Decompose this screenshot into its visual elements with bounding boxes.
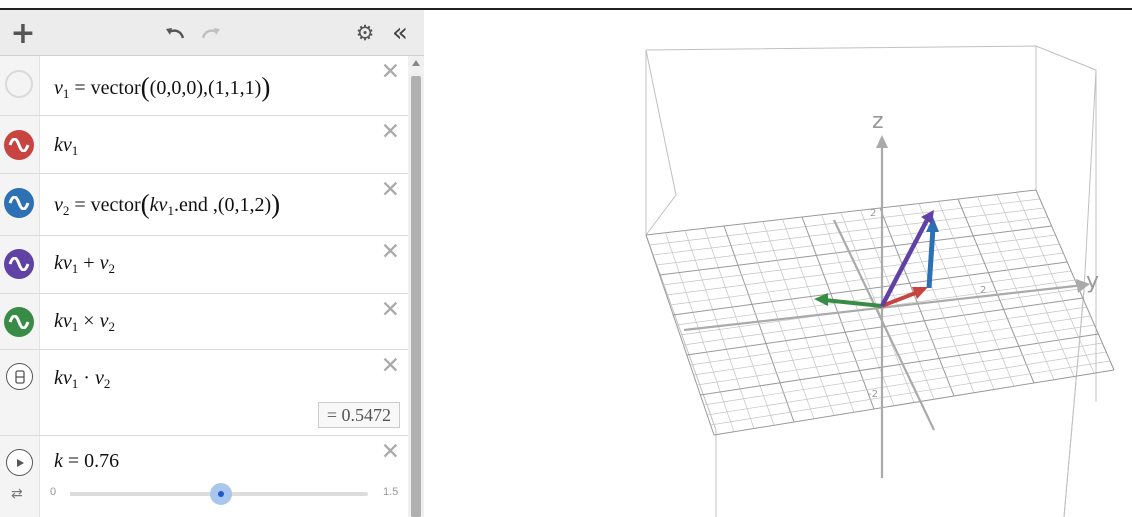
expression-row-7[interactable]: ⇄ k = 0.76 ✕ 0 1.5	[0, 436, 408, 517]
wave-icon[interactable]	[4, 249, 34, 279]
bounding-box	[645, 45, 1097, 517]
grid-line	[703, 342, 1103, 406]
add-expression-button[interactable]: +	[8, 15, 38, 51]
wave-icon[interactable]	[4, 307, 34, 337]
k-slider-fill	[70, 492, 221, 496]
numeric-icon[interactable]	[6, 363, 33, 390]
grid-line	[977, 196, 1055, 380]
hollow-circle-icon[interactable]	[5, 70, 33, 98]
top-border	[0, 8, 1132, 10]
grid-line	[996, 194, 1075, 377]
expression-icon-column	[0, 174, 40, 235]
collapse-panel-button[interactable]: «	[383, 18, 417, 48]
undo-icon	[166, 28, 185, 39]
expression-icon-column	[0, 116, 40, 173]
play-icon[interactable]	[6, 449, 33, 476]
expression-toolbar: + ⚙ «	[0, 10, 424, 56]
delete-expression-button[interactable]: ✕	[380, 119, 400, 145]
z-axis-label: z	[872, 109, 884, 134]
expression-panel: + ⚙ «	[0, 10, 424, 517]
delete-expression-button[interactable]: ✕	[380, 297, 400, 323]
plus-icon: +	[10, 15, 36, 51]
wave-icon[interactable]	[4, 130, 34, 160]
gear-icon: ⚙	[355, 21, 375, 45]
expression-list: v1 = vector((0,0,0),(1,1,1)) ✕ kv1 ✕	[0, 56, 408, 517]
k-slider-track[interactable]	[70, 483, 368, 505]
grid-line	[1035, 189, 1115, 371]
y-axis-arrow-icon	[1076, 279, 1090, 293]
x-axis-line	[833, 219, 935, 431]
wave-icon[interactable]	[4, 188, 34, 218]
expression-row-6[interactable]: kv1 · v2 ✕ = 0.5472	[0, 350, 408, 436]
grid-line	[1016, 192, 1095, 374]
grid-line	[707, 351, 1107, 416]
expression-5-math[interactable]: kv1 × v2	[54, 310, 115, 334]
delete-expression-button[interactable]: ✕	[380, 439, 400, 465]
vector-v2	[926, 217, 939, 289]
expression-2-math[interactable]: kv1	[54, 134, 79, 158]
z-axis-arrow-icon	[876, 135, 888, 148]
expression-icon-column	[0, 350, 40, 435]
delete-expression-button[interactable]: ✕	[380, 239, 400, 265]
expression-row-3[interactable]: v2 = vector(kv1.end ,(0,1,2)) ✕	[0, 174, 408, 236]
vector-kv1	[881, 287, 928, 308]
grid-line	[710, 360, 1111, 426]
expression-row-1[interactable]: v1 = vector((0,0,0),(1,1,1)) ✕	[0, 56, 408, 116]
expression-result: = 0.5472	[317, 402, 400, 428]
scroll-up-arrow-icon[interactable]	[412, 60, 420, 66]
grid-line	[879, 207, 955, 397]
redo-button[interactable]	[196, 18, 226, 48]
slider-max-label: 1.5	[383, 486, 399, 498]
grid-line	[957, 198, 1035, 384]
graph-3d-svg: z y 2 -2 2	[645, 45, 1115, 517]
expression-row-4[interactable]: kv1 + v2 ✕	[0, 236, 408, 294]
grid-line	[860, 210, 935, 400]
scrollbar-thumb[interactable]	[411, 76, 421, 517]
grid-line	[645, 234, 715, 436]
expression-icon-column	[0, 294, 40, 349]
expression-row-5[interactable]: kv1 × v2 ✕	[0, 294, 408, 350]
settings-button[interactable]: ⚙	[350, 18, 380, 48]
delete-expression-button[interactable]: ✕	[380, 177, 400, 203]
xy-grid-plane	[645, 189, 1115, 436]
expression-icon-column: ⇄	[0, 436, 40, 517]
grid-line	[713, 369, 1115, 436]
expression-4-math[interactable]: kv1 + v2	[54, 252, 115, 276]
redo-icon	[201, 28, 220, 39]
grid-line	[700, 333, 1099, 396]
slider-options-icon[interactable]: ⇄	[11, 486, 23, 502]
k-slider-handle[interactable]	[210, 483, 232, 505]
vector-kv1xv2	[814, 293, 883, 308]
y-axis-line	[683, 283, 1085, 332]
vector-kv1-plus-v2	[880, 210, 934, 308]
graph-3d-canvas[interactable]: z y 2 -2 2	[424, 10, 1132, 517]
expression-3-math[interactable]: v2 = vector(kv1.end ,(0,1,2))	[54, 189, 281, 219]
slider-min-label: 0	[50, 486, 57, 498]
y-axis-label: y	[1086, 269, 1099, 294]
grid-line	[696, 324, 1095, 386]
expression-6-math[interactable]: kv1 · v2	[54, 367, 111, 391]
z-tick-label-neg2: -2	[868, 389, 878, 400]
expression-list-scrollbar[interactable]	[408, 56, 424, 517]
expression-7-math[interactable]: k = 0.76	[54, 450, 120, 472]
grid-line	[899, 205, 975, 393]
grid-line	[938, 201, 1015, 387]
axes	[683, 140, 1085, 478]
double-chevron-left-icon: «	[392, 18, 408, 48]
expression-1-math[interactable]: v1 = vector((0,0,0),(1,1,1))	[54, 72, 271, 102]
expression-row-2[interactable]: kv1 ✕	[0, 116, 408, 174]
grid-line	[693, 315, 1091, 376]
delete-expression-button[interactable]: ✕	[380, 353, 400, 379]
delete-expression-button[interactable]: ✕	[380, 59, 400, 85]
expression-icon-column	[0, 236, 40, 293]
expression-icon-column	[0, 56, 40, 115]
z-tick-label-2: 2	[870, 208, 876, 219]
undo-button[interactable]	[160, 18, 190, 48]
y-tick-label-2: 2	[980, 285, 986, 296]
